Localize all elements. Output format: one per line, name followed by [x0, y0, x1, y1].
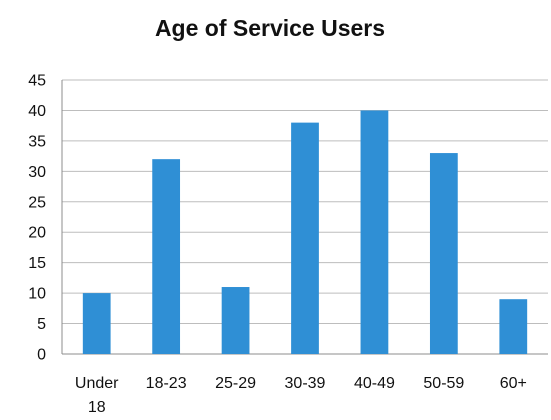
bar: [82, 293, 111, 354]
bar: [429, 153, 458, 354]
bar: [152, 159, 181, 354]
bar: [291, 122, 319, 354]
bar: [499, 299, 528, 354]
y-tick-label: 15: [28, 255, 46, 272]
y-tick-label: 20: [28, 225, 46, 242]
y-tick-labels: 0 5 10 15 20 25 30 35 40 45: [28, 73, 46, 364]
x-category-label: Under 18: [75, 375, 119, 416]
y-tick-label: 0: [37, 347, 46, 364]
y-tick-label: 40: [28, 103, 46, 120]
chart-title: Age of Service Users: [155, 15, 385, 41]
x-category-labels: Under 18 18-23 25-29 30-39 40-49 50-59 60+: [75, 375, 527, 416]
x-category-label: 25-29: [215, 375, 256, 392]
bar: [360, 110, 389, 354]
x-category-label: 30-39: [285, 375, 326, 392]
y-tick-label: 35: [28, 133, 46, 150]
x-category-label: 40-49: [354, 375, 395, 392]
bar: [221, 287, 250, 354]
y-tick-label: 5: [37, 316, 46, 333]
y-tick-label: 25: [28, 194, 46, 211]
x-category-label: 60+: [500, 375, 527, 392]
y-tick-label: 45: [28, 73, 46, 90]
x-category-label: 18-23: [146, 375, 187, 392]
x-category-label: 50-59: [423, 375, 464, 392]
y-tick-label: 10: [28, 286, 46, 303]
y-tick-label: 30: [28, 164, 46, 181]
bars: [82, 110, 528, 354]
